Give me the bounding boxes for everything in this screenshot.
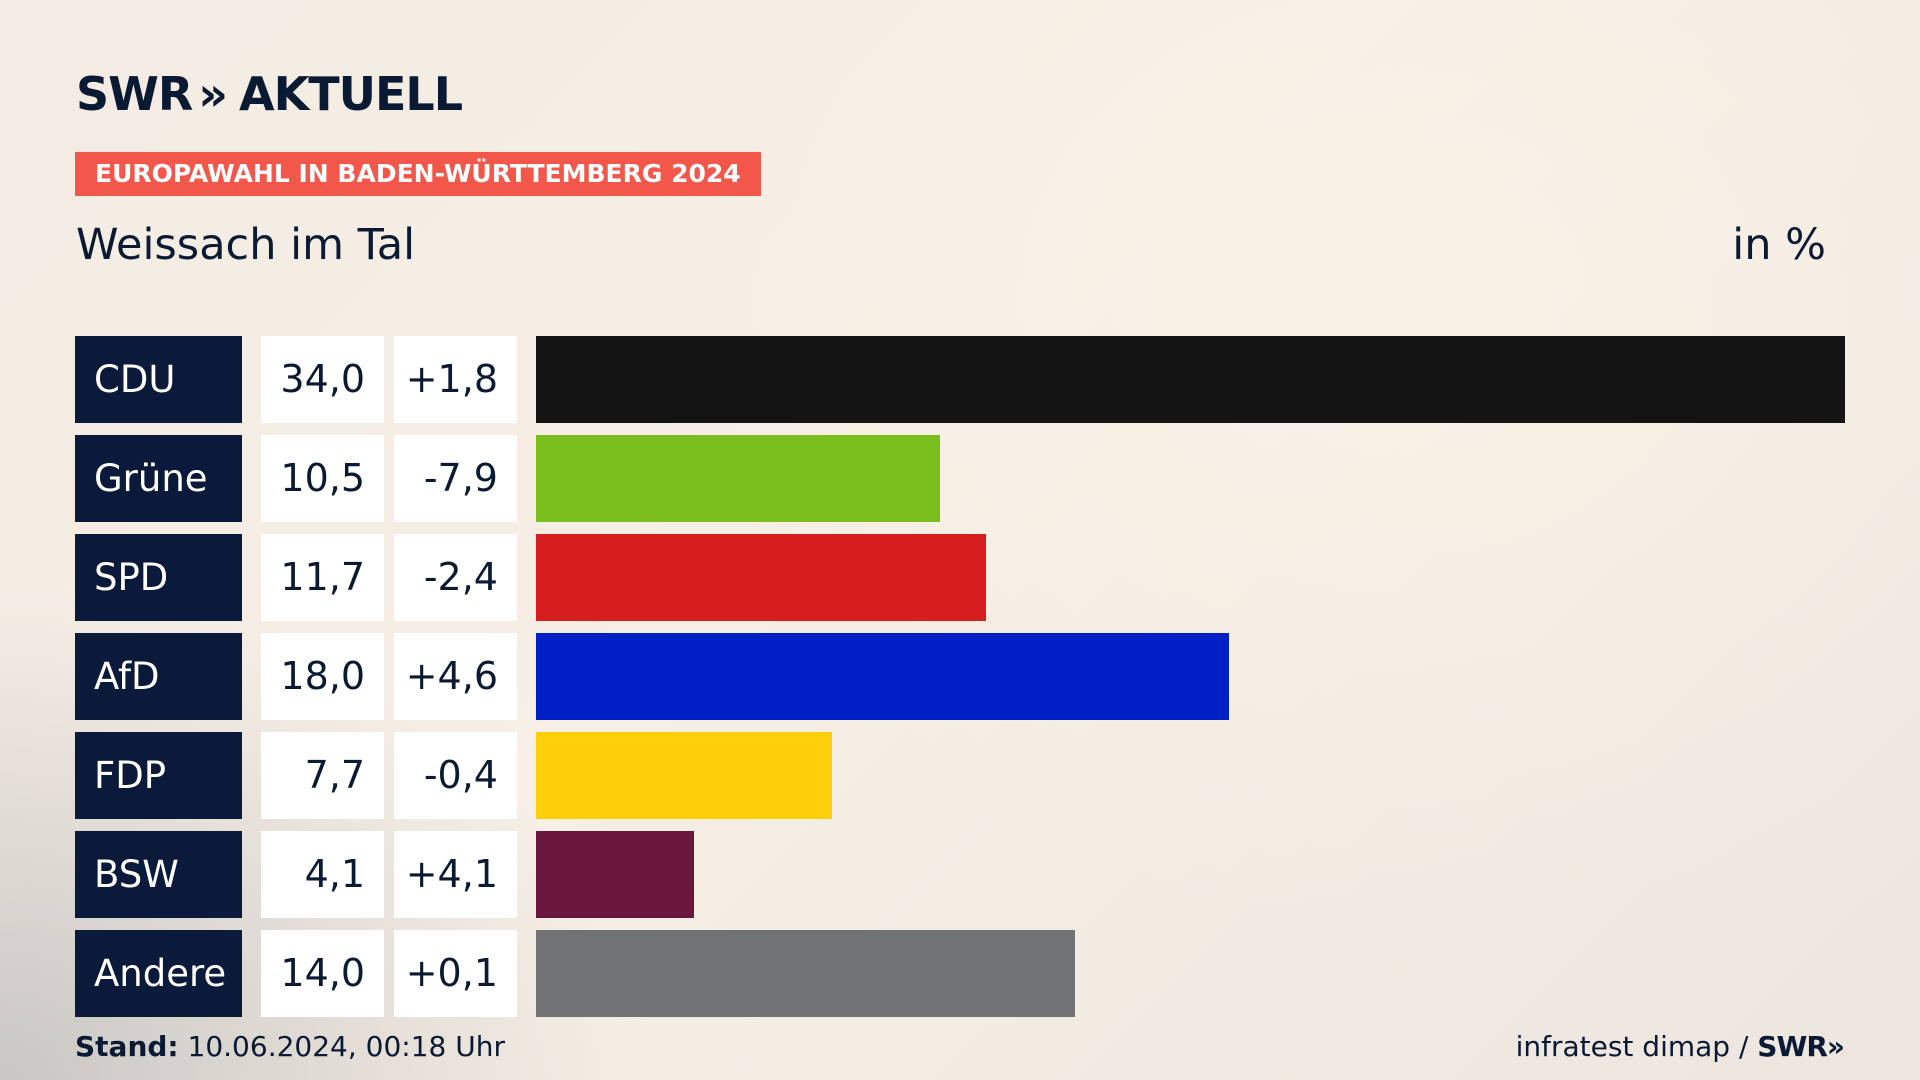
bar [536, 831, 694, 918]
chevrons-icon: » [198, 67, 228, 121]
result-row: AfD 18,0 +4,6 [75, 633, 1845, 720]
source-credit: infratest dimap / SWR» [1515, 1030, 1845, 1063]
stand-value: 10.06.2024, 00:18 Uhr [187, 1030, 505, 1063]
election-tag: EUROPAWAHL IN BADEN-WÜRTTEMBERG 2024 [75, 152, 761, 196]
bar [536, 930, 1075, 1017]
vote-share-value: 18,0 [261, 633, 384, 720]
change-value: +0,1 [394, 930, 517, 1017]
stand-label: Stand: [75, 1030, 179, 1063]
municipality-title: Weissach im Tal [76, 220, 416, 270]
vote-share-value: 11,7 [261, 534, 384, 621]
vote-share-value: 7,7 [261, 732, 384, 819]
bar [536, 732, 832, 819]
party-label: SPD [75, 534, 242, 621]
change-value: -2,4 [394, 534, 517, 621]
swr-aktuell-logo: SWR » AKTUELL [76, 64, 463, 124]
change-value: -0,4 [394, 732, 517, 819]
party-label: AfD [75, 633, 242, 720]
vote-share-value: 34,0 [261, 336, 384, 423]
vote-share-value: 14,0 [261, 930, 384, 1017]
result-row: Grüne 10,5 -7,9 [75, 435, 1845, 522]
source-text: infratest dimap / [1515, 1030, 1758, 1063]
change-value: +4,6 [394, 633, 517, 720]
vote-share-value: 10,5 [261, 435, 384, 522]
bar [536, 435, 940, 522]
result-row: Andere 14,0 +0,1 [75, 930, 1845, 1017]
logo-suffix: AKTUELL [239, 67, 463, 121]
result-row: CDU 34,0 +1,8 [75, 336, 1845, 423]
unit-label: in % [1732, 220, 1826, 270]
result-row: SPD 11,7 -2,4 [75, 534, 1845, 621]
change-value: +1,8 [394, 336, 517, 423]
bar [536, 336, 1845, 423]
vote-share-value: 4,1 [261, 831, 384, 918]
party-label: Andere [75, 930, 242, 1017]
party-label: Grüne [75, 435, 242, 522]
change-value: -7,9 [394, 435, 517, 522]
party-label: FDP [75, 732, 242, 819]
bar [536, 633, 1229, 720]
bar [536, 534, 986, 621]
result-row: FDP 7,7 -0,4 [75, 732, 1845, 819]
swr-brand: SWR» [1757, 1030, 1845, 1063]
party-label: CDU [75, 336, 242, 423]
result-row: BSW 4,1 +4,1 [75, 831, 1845, 918]
timestamp: Stand: 10.06.2024, 00:18 Uhr [75, 1030, 505, 1063]
party-label: BSW [75, 831, 242, 918]
change-value: +4,1 [394, 831, 517, 918]
logo-text: SWR [76, 67, 193, 121]
